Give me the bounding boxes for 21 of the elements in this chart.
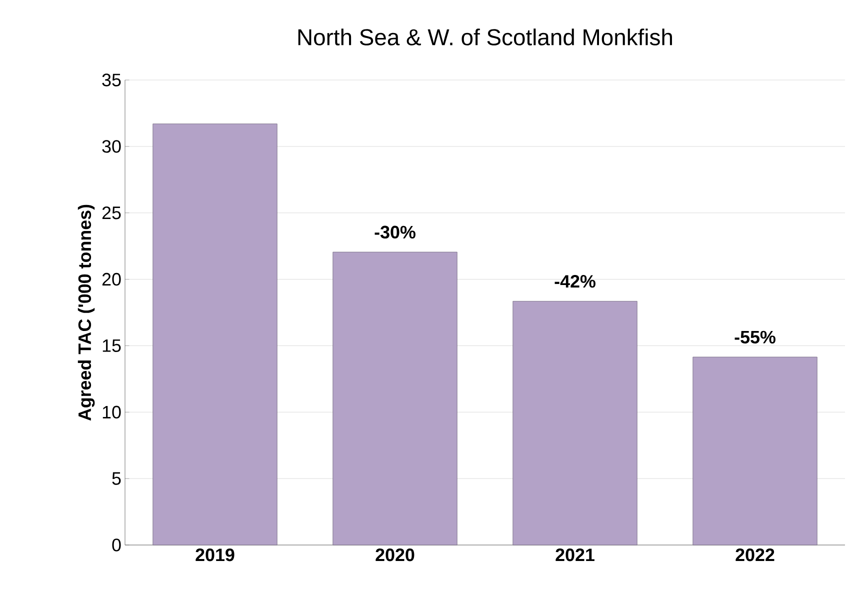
bar: [512, 301, 638, 546]
y-tick-label: 15: [102, 339, 121, 352]
y-tick-label: 30: [102, 140, 121, 153]
chart-title: North Sea & W. of Scotland Monkfish: [298, 28, 672, 46]
y-tick-label: 35: [102, 74, 121, 86]
x-tick-label: 2020: [376, 548, 414, 562]
annotation: -55%: [734, 330, 776, 344]
x-tick-label: 2019: [196, 548, 234, 562]
y-axis-title: Agreed TAC ('000 tonnes): [78, 204, 95, 421]
annotation: -42%: [554, 275, 596, 288]
bar: [692, 356, 818, 546]
annotation: -30%: [374, 226, 416, 239]
y-tick-label: 5: [112, 472, 121, 485]
bar: [332, 252, 458, 546]
y-tick-label: 0: [112, 538, 121, 552]
bar: [152, 124, 278, 546]
y-tick-label: 10: [102, 406, 121, 418]
x-tick-label: 2022: [736, 548, 774, 562]
y-tick-label: 25: [102, 206, 121, 220]
y-tick-label: 20: [102, 272, 121, 286]
x-tick-label: 2021: [556, 548, 594, 562]
